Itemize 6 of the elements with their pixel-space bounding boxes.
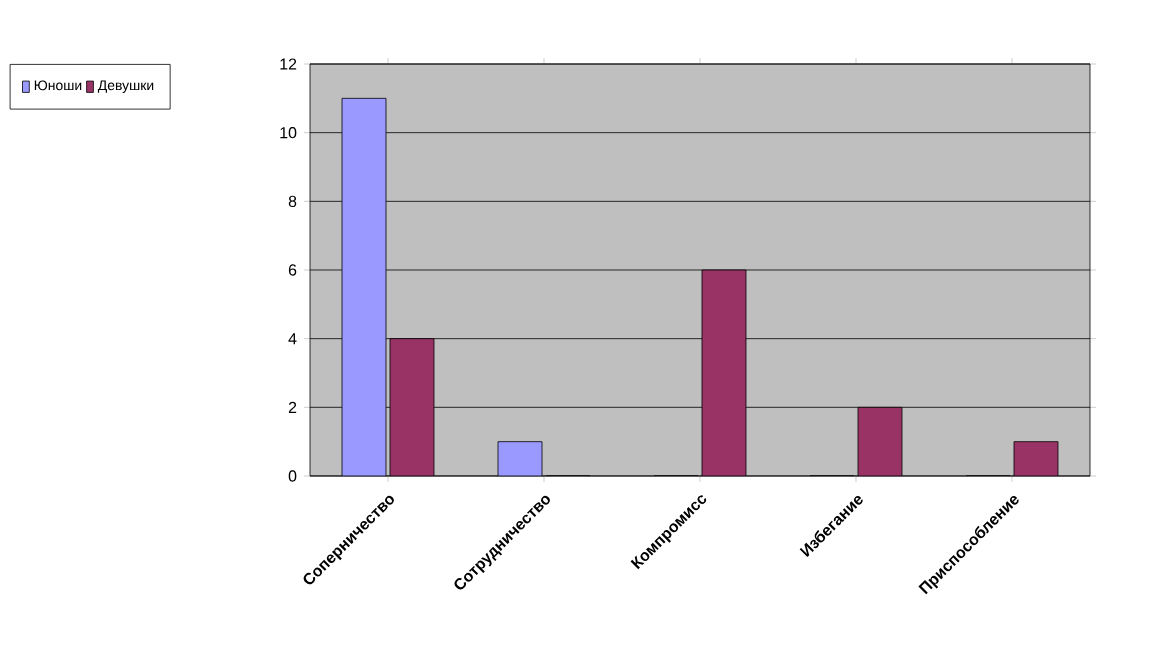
bar [701, 269, 747, 476]
bar [497, 441, 543, 476]
bar [1013, 441, 1059, 476]
bar [857, 406, 903, 476]
bar [341, 97, 387, 476]
bar [389, 338, 435, 476]
